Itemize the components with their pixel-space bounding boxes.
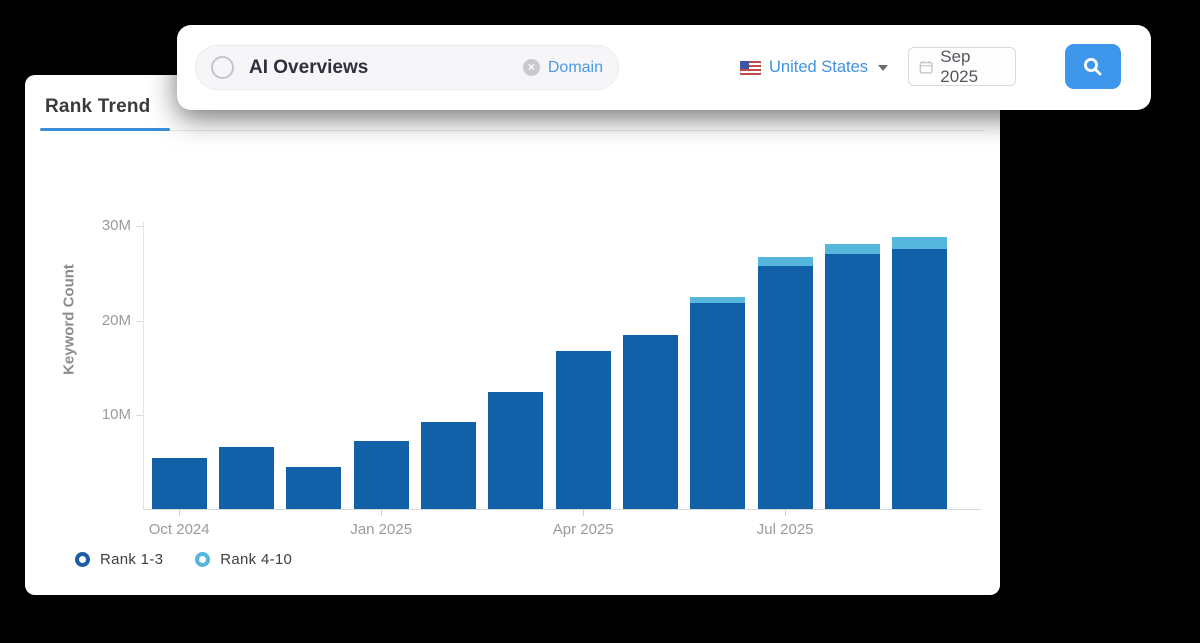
y-tick-mark <box>136 226 143 227</box>
x-axis-label-jan-2025: Jan 2025 <box>350 521 413 538</box>
search-input[interactable] <box>249 56 523 79</box>
keyword-search-field[interactable]: × Domain <box>195 45 619 90</box>
x-axis-label-jul-2025: Jul 2025 <box>756 521 814 538</box>
bar-rank-1-3-sep-2025 <box>892 248 948 510</box>
bar-rank-1-3-dec-2024 <box>286 466 342 510</box>
bar-rank-1-3-oct-2024 <box>151 458 207 510</box>
bar-rank-1-3-feb-2025 <box>421 421 477 510</box>
rank-trend-card: Rank Trend Keyword Count 10M 20M 30M Oct 20… <box>25 75 1000 595</box>
x-tick-mark <box>381 510 383 516</box>
bar-rank-4-10-sep-2025 <box>892 237 948 249</box>
bar-rank-1-3-may-2025 <box>623 334 678 510</box>
magnifier-icon <box>1084 57 1102 75</box>
bar-rank-1-3-nov-2024 <box>219 447 275 510</box>
x-axis-label-oct-2024: Oct 2024 <box>148 521 210 538</box>
bar-rank-4-10-jun-2025 <box>690 296 746 303</box>
x-axis-line <box>143 509 981 510</box>
x-axis-label-apr-2025: Apr 2025 <box>552 521 614 538</box>
y-axis-label-20m: 20M <box>101 311 131 329</box>
bar-rank-1-3-jul-2025 <box>757 265 813 510</box>
y-axis-line <box>143 222 144 510</box>
domain-filter-label[interactable]: Domain <box>547 58 603 76</box>
y-tick-mark <box>136 415 143 416</box>
calendar-icon <box>919 60 933 73</box>
x-tick-mark <box>179 510 181 516</box>
bar-rank-1-3-jan-2025 <box>353 440 409 510</box>
tab-divider <box>40 130 985 131</box>
search-toolbar: × Domain United States Sep 2025 <box>177 25 1151 110</box>
bar-rank-1-3-mar-2025 <box>488 392 544 510</box>
date-value: Sep 2025 <box>940 46 979 86</box>
legend-ring-icon <box>195 552 211 567</box>
active-tab-underline <box>40 128 170 131</box>
radio-circle-icon <box>211 56 234 79</box>
y-axis-label-10m: 10M <box>101 406 131 423</box>
country-selector[interactable]: United States <box>740 25 889 110</box>
chart-legend: Rank 1-3 Rank 4-10 <box>75 551 292 568</box>
y-tick-mark <box>136 320 143 322</box>
bar-rank-1-3-aug-2025 <box>825 254 880 510</box>
legend-item-rank-4-10[interactable]: Rank 4-10 <box>195 551 292 568</box>
y-axis-label-30m: 30M <box>101 217 131 234</box>
tab-rank-trend[interactable]: Rank Trend <box>45 96 151 117</box>
legend-label: Rank 1-3 <box>100 551 164 568</box>
bar-rank-4-10-jul-2025 <box>757 257 813 266</box>
clear-filter-icon[interactable]: × <box>522 59 540 76</box>
keyword-count-chart: Keyword Count 10M 20M 30M Oct 2024 Jan 2025 A… <box>25 75 1000 595</box>
country-label: United States <box>769 58 869 76</box>
search-button[interactable] <box>1065 44 1121 89</box>
bar-rank-4-10-aug-2025 <box>825 243 880 255</box>
bar-rank-1-3-jun-2025 <box>690 302 746 510</box>
date-picker[interactable]: Sep 2025 <box>908 47 1016 86</box>
us-flag-icon <box>740 60 761 75</box>
legend-item-rank-1-3[interactable]: Rank 1-3 <box>75 551 163 568</box>
chevron-down-icon <box>878 64 889 71</box>
legend-ring-icon <box>75 552 90 567</box>
legend-label: Rank 4-10 <box>220 551 293 568</box>
bar-rank-1-3-apr-2025 <box>555 350 611 510</box>
x-tick-mark <box>785 510 787 516</box>
x-tick-mark <box>583 510 585 516</box>
